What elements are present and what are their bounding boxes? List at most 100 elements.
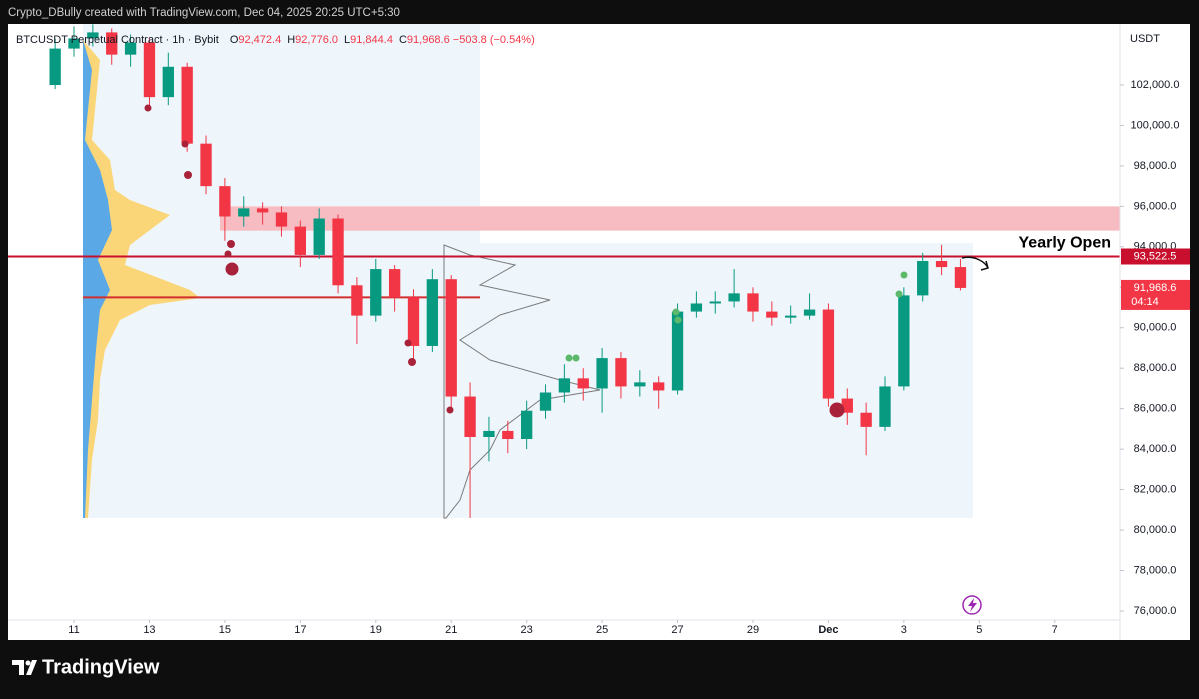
y-tick-label: 90,000.0 xyxy=(1134,322,1177,334)
countdown: 04:14 xyxy=(1131,296,1159,308)
candle-body xyxy=(653,382,665,391)
y-tick-label: 78,000.0 xyxy=(1134,564,1177,576)
symbol: BTCUSDT Perpetual Contract · 1h · Bybit xyxy=(16,34,219,46)
candle-body xyxy=(162,66,174,98)
candle-body xyxy=(49,48,61,85)
x-tick-label: 29 xyxy=(747,624,759,636)
y-tick-label: 96,000.0 xyxy=(1134,200,1177,212)
candle-body xyxy=(709,301,721,304)
last-price-tag xyxy=(1121,279,1190,310)
signal-dot xyxy=(408,358,416,366)
x-tick-label: 11 xyxy=(68,624,79,636)
candle-body xyxy=(200,143,212,187)
signal-dot xyxy=(404,339,412,347)
ohlc-value: 92,776.0 xyxy=(295,34,338,46)
signal-dot xyxy=(895,290,903,298)
logo-mark xyxy=(25,660,31,666)
yearly-open-price: 93,522.5 xyxy=(1134,250,1177,262)
y-tick-label: 76,000.0 xyxy=(1134,605,1177,617)
candle-body xyxy=(143,42,156,98)
candle-body xyxy=(370,269,382,316)
ohlc-key: L xyxy=(344,34,350,46)
candle-body xyxy=(766,311,778,318)
y-tick-label: 102,000.0 xyxy=(1131,79,1180,91)
legend: BTCUSDT Perpetual Contract · 1h · Bybit … xyxy=(16,34,535,46)
candle-body xyxy=(935,260,948,268)
candle-body xyxy=(558,378,571,393)
candle-body xyxy=(634,382,646,387)
candle-body xyxy=(388,269,401,298)
x-tick-label: 5 xyxy=(976,624,982,636)
candle-body xyxy=(445,279,457,397)
x-tick-label: 17 xyxy=(294,624,306,636)
x-tick-label: 7 xyxy=(1052,624,1058,636)
candle-body xyxy=(690,303,703,312)
candle-body xyxy=(841,398,853,413)
candle-body xyxy=(671,311,684,391)
currency-label: USDT xyxy=(1130,33,1160,45)
alert-icon[interactable] xyxy=(962,595,982,615)
y-tick-label: 100,000.0 xyxy=(1131,119,1180,131)
signal-dot xyxy=(672,308,680,316)
y-tick-label: 80,000.0 xyxy=(1134,524,1177,536)
candle-body xyxy=(577,378,589,389)
signal-dot xyxy=(829,402,845,418)
signal-dot xyxy=(225,262,239,276)
candle-body xyxy=(238,208,250,217)
logo-mark xyxy=(12,660,37,675)
x-tick-label: 23 xyxy=(521,624,533,636)
candle-body xyxy=(219,186,231,217)
candle-body xyxy=(464,396,476,437)
change-pct: (−0.54%) xyxy=(490,34,535,46)
x-tick-label: 19 xyxy=(370,624,382,636)
candle-body xyxy=(313,218,325,255)
x-tick-label: 13 xyxy=(143,624,155,636)
yearly-open-tag xyxy=(1121,248,1190,265)
volume-profile xyxy=(443,244,601,519)
ohlc-value: 91,844.4 xyxy=(350,34,393,46)
candle-body xyxy=(860,412,872,427)
profile-region xyxy=(444,243,973,518)
candle-body xyxy=(483,430,495,437)
candle-body xyxy=(502,430,514,440)
supply-zone xyxy=(220,206,1120,231)
x-tick-label: Dec xyxy=(818,624,838,636)
candle-body xyxy=(124,42,137,55)
signal-dots xyxy=(144,104,908,418)
candle-body xyxy=(520,410,533,440)
signal-dot xyxy=(227,240,235,248)
yearly-open-label: Yearly Open xyxy=(1019,235,1112,252)
candle-body xyxy=(747,293,759,312)
ohlc-value: 92,472.4 xyxy=(238,34,281,46)
candle-body xyxy=(294,226,306,255)
x-tick-label: 27 xyxy=(671,624,683,636)
y-tick-label: 84,000.0 xyxy=(1134,443,1177,455)
change: −503.8 xyxy=(453,34,487,46)
annotation-arrow xyxy=(961,256,989,271)
signal-dot xyxy=(184,171,192,179)
signal-dot xyxy=(144,104,152,112)
ohlc-value: 91,968.6 xyxy=(407,34,450,46)
alert-icon-glyph xyxy=(968,598,977,612)
profile-region xyxy=(83,24,480,518)
candle-body xyxy=(822,309,835,399)
signal-dot xyxy=(674,316,682,324)
candle-body xyxy=(785,315,797,318)
candle-body xyxy=(615,358,627,387)
candle-body xyxy=(426,279,439,346)
x-tick-label: 25 xyxy=(596,624,608,636)
candle-body xyxy=(803,309,816,316)
signal-dot xyxy=(900,271,908,279)
candle-body xyxy=(351,285,363,316)
ohlc: O92,472.4 H92,776.0 L91,844.4 C91,968.6 xyxy=(230,34,450,46)
candle-body xyxy=(256,208,269,213)
candle-body xyxy=(275,212,288,227)
candle-body xyxy=(87,32,99,39)
signal-dot xyxy=(181,140,189,148)
footer-brand: TradingView xyxy=(42,656,160,678)
y-tick-label: 86,000.0 xyxy=(1134,403,1177,415)
candle-body xyxy=(539,392,552,411)
ohlc-key: O xyxy=(230,34,239,46)
